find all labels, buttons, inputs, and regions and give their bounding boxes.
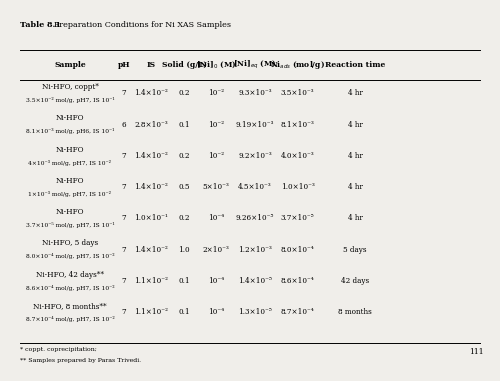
- Text: 3.7×10⁻⁵: 3.7×10⁻⁵: [280, 215, 314, 222]
- Text: 10⁻⁴: 10⁻⁴: [208, 215, 224, 222]
- Text: Ni-HFO, 5 days: Ni-HFO, 5 days: [42, 240, 98, 247]
- Text: IS: IS: [146, 61, 156, 69]
- Text: 10⁻²: 10⁻²: [208, 152, 224, 160]
- Text: 5 days: 5 days: [343, 246, 367, 253]
- Text: Ni-HFO: Ni-HFO: [56, 146, 84, 154]
- Text: 8.0×10⁻⁴ mol/g, pH7, IS 10⁻²: 8.0×10⁻⁴ mol/g, pH7, IS 10⁻²: [26, 253, 115, 259]
- Text: 4.5×10⁻³: 4.5×10⁻³: [238, 183, 272, 191]
- Text: 8.6×10⁻⁴: 8.6×10⁻⁴: [280, 277, 314, 285]
- Text: 9.3×10⁻³: 9.3×10⁻³: [238, 90, 272, 97]
- Text: 7: 7: [122, 183, 126, 191]
- Text: Ni$_{ads}$ (mol/g): Ni$_{ads}$ (mol/g): [270, 59, 325, 71]
- Text: pH: pH: [118, 61, 130, 69]
- Text: 4 hr: 4 hr: [348, 90, 362, 97]
- Text: 3.5×10⁻² mol/g, pH7, IS 10⁻¹: 3.5×10⁻² mol/g, pH7, IS 10⁻¹: [26, 97, 115, 103]
- Text: 0.1: 0.1: [178, 308, 190, 316]
- Text: 42 days: 42 days: [341, 277, 369, 285]
- Text: Ni-HFO: Ni-HFO: [56, 177, 84, 185]
- Text: 4 hr: 4 hr: [348, 183, 362, 191]
- Text: 0.2: 0.2: [178, 152, 190, 160]
- Text: 8 months: 8 months: [338, 308, 372, 316]
- Text: 1.3×10⁻⁵: 1.3×10⁻⁵: [238, 308, 272, 316]
- Text: 0.2: 0.2: [178, 215, 190, 222]
- Text: 10⁻²: 10⁻²: [208, 121, 224, 128]
- Text: 0.1: 0.1: [178, 277, 190, 285]
- Text: Reaction time: Reaction time: [325, 61, 385, 69]
- Text: 8.7×10⁻⁴ mol/g, pH7, IS 10⁻²: 8.7×10⁻⁴ mol/g, pH7, IS 10⁻²: [26, 316, 115, 322]
- Text: 1.4×10⁻²: 1.4×10⁻²: [134, 90, 168, 97]
- Text: 2×10⁻³: 2×10⁻³: [202, 246, 230, 253]
- Text: ** Samples prepared by Paras Trivedi.: ** Samples prepared by Paras Trivedi.: [20, 358, 141, 363]
- Text: [Ni]$_{eq}$ (M): [Ni]$_{eq}$ (M): [233, 59, 277, 71]
- Text: 4 hr: 4 hr: [348, 121, 362, 128]
- Text: 8.0×10⁻⁴: 8.0×10⁻⁴: [280, 246, 314, 253]
- Text: 0.2: 0.2: [178, 90, 190, 97]
- Text: Ni-HFO: Ni-HFO: [56, 115, 84, 122]
- Text: 8.7×10⁻⁴: 8.7×10⁻⁴: [280, 308, 314, 316]
- Text: 10⁻²: 10⁻²: [208, 90, 224, 97]
- Text: Sample: Sample: [54, 61, 86, 69]
- Text: 8.1×10⁻³ mol/g, pH6, IS 10⁻¹: 8.1×10⁻³ mol/g, pH6, IS 10⁻¹: [26, 128, 114, 134]
- Text: 1.4×10⁻²: 1.4×10⁻²: [134, 183, 168, 191]
- Text: 9.19×10⁻³: 9.19×10⁻³: [236, 121, 274, 128]
- Text: 1×10⁻³ mol/g, pH7, IS 10⁻²: 1×10⁻³ mol/g, pH7, IS 10⁻²: [28, 191, 112, 197]
- Text: 3.5×10⁻³: 3.5×10⁻³: [280, 90, 314, 97]
- Text: 1.4×10⁻⁵: 1.4×10⁻⁵: [238, 277, 272, 285]
- Text: 1.0: 1.0: [178, 246, 190, 253]
- Text: Preparation Conditions for Ni XAS Samples: Preparation Conditions for Ni XAS Sample…: [49, 21, 231, 29]
- Text: 5×10⁻³: 5×10⁻³: [202, 183, 230, 191]
- Text: 1.1×10⁻²: 1.1×10⁻²: [134, 308, 168, 316]
- Text: 9.26×10⁻⁵: 9.26×10⁻⁵: [236, 215, 274, 222]
- Text: 2.8×10⁻³: 2.8×10⁻³: [134, 121, 168, 128]
- Text: 1.4×10⁻²: 1.4×10⁻²: [134, 246, 168, 253]
- Text: 8.1×10⁻³: 8.1×10⁻³: [280, 121, 314, 128]
- Text: Ni-HFO: Ni-HFO: [56, 208, 84, 216]
- Text: [Ni]$_0$ (M): [Ni]$_0$ (M): [196, 59, 236, 70]
- Text: Solid (g/L): Solid (g/L): [162, 61, 206, 69]
- Text: 4 hr: 4 hr: [348, 152, 362, 160]
- Text: 7: 7: [122, 215, 126, 222]
- Text: 8.6×10⁻⁴ mol/g, pH7, IS 10⁻²: 8.6×10⁻⁴ mol/g, pH7, IS 10⁻²: [26, 285, 115, 291]
- Text: 1.1×10⁻²: 1.1×10⁻²: [134, 277, 168, 285]
- Text: 7: 7: [122, 308, 126, 316]
- Text: 7: 7: [122, 90, 126, 97]
- Text: 111: 111: [470, 348, 484, 356]
- Text: 7: 7: [122, 152, 126, 160]
- Text: 3.7×10⁻⁵ mol/g, pH7, IS 10⁻¹: 3.7×10⁻⁵ mol/g, pH7, IS 10⁻¹: [26, 222, 115, 228]
- Text: Table 8.1: Table 8.1: [20, 21, 61, 29]
- Text: 7: 7: [122, 277, 126, 285]
- Text: * coppt. coprecipitation;: * coppt. coprecipitation;: [20, 347, 97, 352]
- Text: 10⁻⁴: 10⁻⁴: [208, 277, 224, 285]
- Text: 6: 6: [122, 121, 126, 128]
- Text: Ni-HFO, 8 months**: Ni-HFO, 8 months**: [33, 302, 107, 310]
- Text: 4.0×10⁻³: 4.0×10⁻³: [280, 152, 314, 160]
- Text: 1.4×10⁻²: 1.4×10⁻²: [134, 152, 168, 160]
- Text: 4×10⁻³ mol/g, pH7, IS 10⁻²: 4×10⁻³ mol/g, pH7, IS 10⁻²: [28, 160, 112, 166]
- Text: 1.2×10⁻³: 1.2×10⁻³: [238, 246, 272, 253]
- Text: 4 hr: 4 hr: [348, 215, 362, 222]
- Text: 9.2×10⁻³: 9.2×10⁻³: [238, 152, 272, 160]
- Text: 7: 7: [122, 246, 126, 253]
- Text: 10⁻⁴: 10⁻⁴: [208, 308, 224, 316]
- Text: Ni-HFO, coppt*: Ni-HFO, coppt*: [42, 83, 98, 91]
- Text: Ni-HFO, 42 days**: Ni-HFO, 42 days**: [36, 271, 104, 279]
- Text: 0.5: 0.5: [178, 183, 190, 191]
- Text: 0.1: 0.1: [178, 121, 190, 128]
- Text: 1.0×10⁻¹: 1.0×10⁻¹: [134, 215, 168, 222]
- Text: 1.0×10⁻³: 1.0×10⁻³: [280, 183, 314, 191]
